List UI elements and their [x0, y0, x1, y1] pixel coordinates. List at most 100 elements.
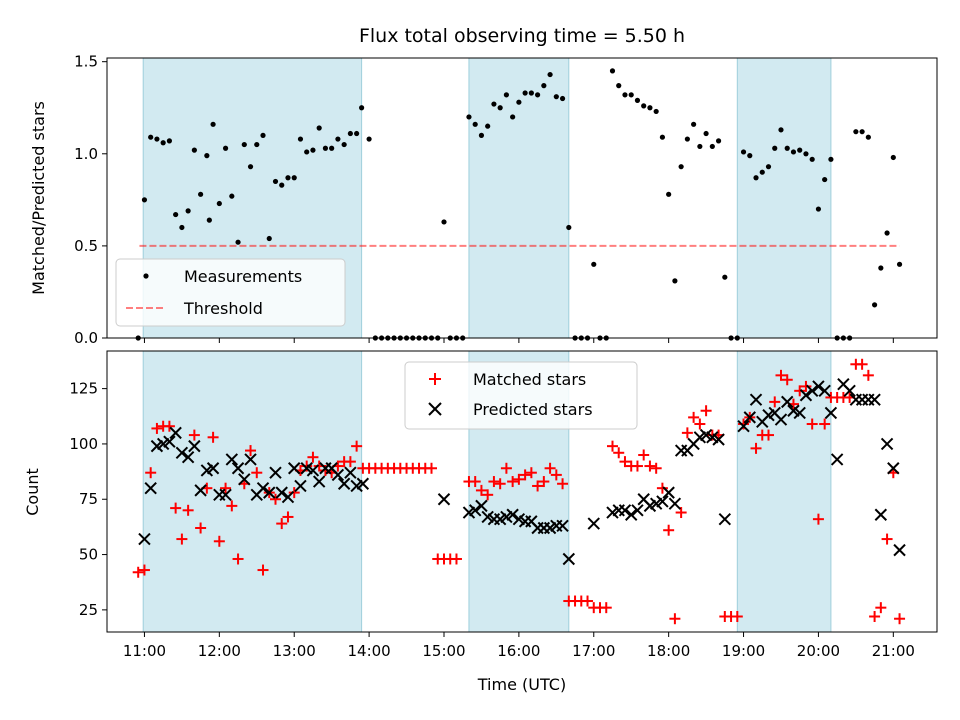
measurement-point — [634, 97, 641, 103]
matched-star-point — [301, 460, 313, 472]
matched-star-point — [500, 462, 512, 474]
bottom-legend: Matched stars Predicted stars — [404, 361, 638, 430]
measurement-point — [890, 154, 896, 161]
shaded-interval — [736, 57, 832, 339]
matched-star-point — [269, 493, 281, 505]
matched-star-point — [694, 418, 706, 430]
predicted-star-point — [468, 504, 482, 517]
top-x-ticks — [143, 338, 894, 343]
predicted-star-point — [238, 473, 251, 486]
measurement-point — [691, 121, 697, 127]
matched-star-point — [794, 385, 806, 397]
measurement-point — [541, 83, 547, 89]
measurement-point — [672, 278, 678, 284]
measurement-point — [466, 114, 472, 120]
x-tick-label: 16:00 — [497, 642, 540, 660]
matched-star-point — [663, 524, 675, 536]
predicted-star-point — [743, 411, 756, 424]
measurement-point — [803, 151, 809, 157]
predicted-star-point — [225, 453, 239, 466]
matched-star-point — [450, 553, 462, 565]
predicted-star-point — [144, 481, 157, 495]
predicted-star-point — [818, 384, 831, 398]
measurement-point — [141, 197, 148, 203]
measurement-point — [154, 136, 160, 142]
matched-star-point — [176, 533, 188, 545]
measurement-point — [291, 175, 297, 181]
matched-star-point — [613, 447, 625, 459]
top-y-axis-label: Matched/Predicted stars — [29, 101, 48, 295]
predicted-star-point — [781, 395, 794, 409]
matched-star-point — [282, 511, 294, 523]
matched-star-point — [856, 358, 868, 370]
measurement-point — [173, 211, 179, 218]
predicted-star-point — [830, 453, 844, 466]
predicted-star-point — [231, 462, 245, 475]
matched-star-point — [763, 429, 775, 441]
measurement-point — [609, 68, 616, 74]
predicted-star-point — [169, 426, 182, 440]
matched-star-point — [257, 564, 269, 576]
measurement-point — [622, 92, 628, 98]
matched-star-point — [631, 460, 643, 472]
predicted-star-point — [587, 517, 600, 530]
measurement-point — [765, 164, 772, 170]
matched-star-point — [669, 613, 681, 625]
matched-star-point — [251, 467, 263, 479]
matched-star-point — [344, 456, 356, 468]
measurement-point — [241, 141, 247, 148]
measurement-point — [772, 145, 778, 151]
matched-star-point — [276, 518, 288, 530]
legend-predicted-marker — [428, 402, 442, 416]
predicted-star-point — [163, 435, 176, 448]
measurement-point — [896, 261, 903, 267]
measurement-point — [229, 193, 235, 199]
predicted-star-point — [269, 466, 282, 479]
predicted-stars-series — [138, 377, 906, 566]
measurement-point — [778, 127, 784, 133]
measurement-point — [206, 217, 212, 223]
measurement-point — [359, 105, 365, 111]
predicted-star-point — [175, 446, 189, 459]
predicted-star-point — [194, 484, 207, 497]
measurement-point — [666, 191, 672, 197]
matched-star-point — [475, 484, 487, 496]
legend-measurements-marker — [143, 273, 149, 279]
measurement-point — [797, 147, 803, 153]
y-tick-label: 0.0 — [74, 329, 98, 347]
measurement-point — [285, 175, 291, 181]
y-tick-label: 1.5 — [74, 53, 98, 71]
measurement-point — [210, 121, 216, 127]
measurement-point — [491, 101, 497, 107]
y-tick-label: 100 — [69, 435, 98, 453]
matched-star-point — [869, 611, 881, 623]
measurement-point — [485, 123, 491, 129]
measurement-point — [216, 200, 222, 207]
y-tick-label: 50 — [79, 546, 98, 564]
measurement-point — [684, 136, 690, 142]
x-tick-label: 13:00 — [273, 642, 316, 660]
predicted-star-point — [774, 413, 788, 426]
predicted-star-point — [843, 384, 856, 398]
x-tick-label: 17:00 — [572, 642, 615, 660]
bottom-x-axis: 11:00 12:00 13:00 14:00 15:00 16:00 17:00 18:00… — [123, 632, 915, 660]
matched-star-point — [132, 566, 144, 578]
matched-star-point — [513, 473, 525, 485]
measurement-point — [366, 136, 372, 142]
predicted-star-point — [337, 477, 351, 490]
top-y-axis: 0.0 0.5 1.0 1.5 — [74, 53, 107, 347]
matched-star-point — [700, 405, 712, 417]
predicted-star-point — [812, 380, 825, 393]
measurement-point — [566, 224, 572, 231]
measurement-point — [322, 145, 329, 151]
predicted-star-point — [631, 504, 644, 517]
measurement-point — [204, 153, 210, 159]
measurement-point — [647, 105, 653, 111]
y-tick-label: 0.5 — [74, 237, 98, 255]
matched-star-point — [232, 553, 244, 565]
predicted-star-point — [874, 508, 888, 521]
y-tick-label: 125 — [69, 380, 98, 398]
predicted-star-point — [475, 499, 488, 513]
measurement-point — [266, 235, 272, 242]
top-legend: Measurements Threshold — [115, 258, 346, 327]
